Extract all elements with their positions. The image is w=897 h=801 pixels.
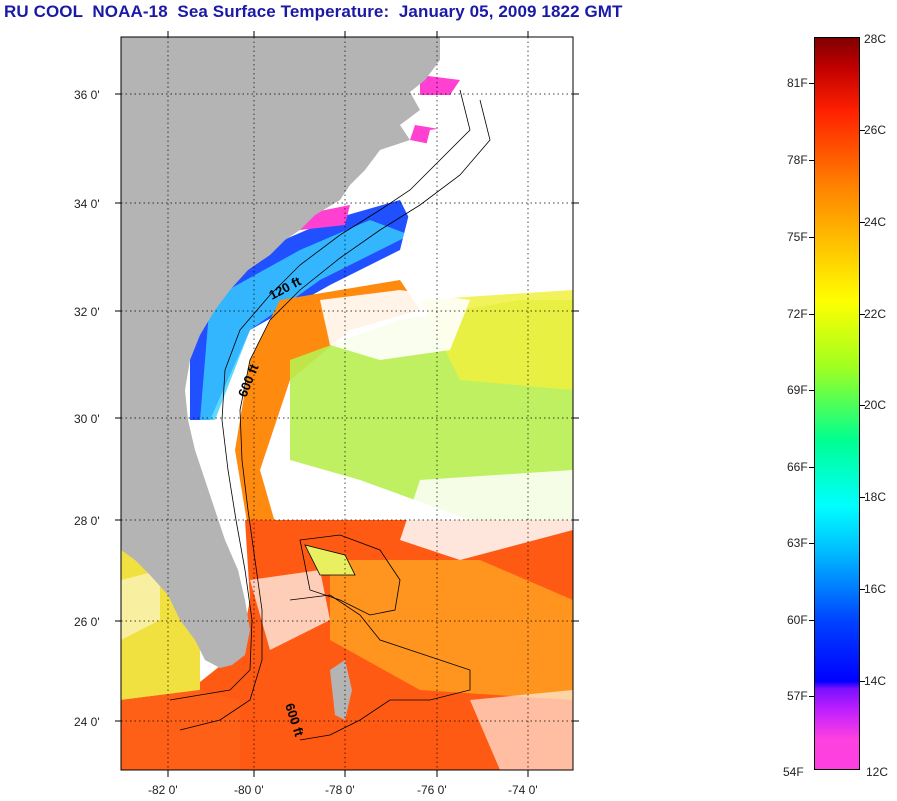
sst-magenta-patch [300,205,350,230]
sst-gulfstream [235,280,420,540]
cb-f-label-54: 54F [783,765,804,779]
sst-data [121,75,573,770]
lat-label-34: 34 0' [74,197,100,211]
cb-tick [860,589,865,590]
map-title: RU COOL NOAA-18 Sea Surface Temperature:… [4,2,623,21]
cb-tick [809,620,814,621]
cb-tick [860,222,865,223]
lat-label-24: 24 0' [74,715,100,729]
lat-label-30: 30 0' [74,412,100,426]
land-andros [330,660,352,720]
cb-f-label-60: 60F [787,613,808,627]
cb-tick [809,390,814,391]
cb-tick [809,160,814,161]
cb-tick [860,681,865,682]
cb-f-label-75: 75F [787,230,808,244]
cb-f-label-81: 81F [787,76,808,90]
lat-label-36: 36 0' [74,88,100,102]
cb-f-label-63: 63F [787,536,808,550]
cb-f-label-66: 66F [787,460,808,474]
cb-tick [809,543,814,544]
cb-c-label-14: 14C [864,674,887,688]
cb-c-label-12: 12C [866,765,889,779]
lat-label-28: 28 0' [74,514,100,528]
cb-tick [860,405,865,406]
cb-tick [809,314,814,315]
lon-label-74: -74 0' [508,783,538,797]
temperature-colorbar [814,37,860,770]
cb-f-label-78: 78F [787,153,808,167]
sst-cyan-band [200,220,410,420]
cb-c-label-20: 20C [864,398,887,412]
cb-f-label-57: 57F [787,689,808,703]
cb-tick [860,130,865,131]
cb-c-label-16: 16C [864,582,887,596]
cb-tick [809,696,814,697]
land-usa [121,37,440,668]
cb-c-label-24: 24C [864,215,887,229]
lon-label-78: -78 0' [325,783,355,797]
cb-f-label-72: 72F [787,307,808,321]
lon-label-82: -82 0' [148,783,178,797]
sst-bahamas-orange [330,560,573,700]
lon-label-80: -80 0' [234,783,264,797]
cb-f-label-69: 69F [787,383,808,397]
cloud-cover [121,110,573,770]
lon-label-76: -76 0' [417,783,447,797]
longitude-ticks [167,31,529,777]
lat-label-32: 32 0' [74,305,100,319]
latitude-ticks [115,93,579,722]
cb-tick [860,314,865,315]
map-border [120,36,574,771]
lat-label-26: 26 0' [74,615,100,629]
cb-c-label-26: 26C [864,123,887,137]
cb-tick [809,237,814,238]
cb-tick [809,467,814,468]
cb-c-label-18: 18C [864,490,887,504]
cb-tick [809,83,814,84]
graticule [121,37,573,770]
bathymetry-contours [169,89,491,741]
land-bahamas-north [304,544,356,576]
map-frame [121,37,573,770]
cb-c-label-22: 22C [864,307,887,321]
cb-c-label-28: 28C [864,32,887,46]
cb-tick [860,497,865,498]
sst-magenta-sound2 [420,75,460,95]
